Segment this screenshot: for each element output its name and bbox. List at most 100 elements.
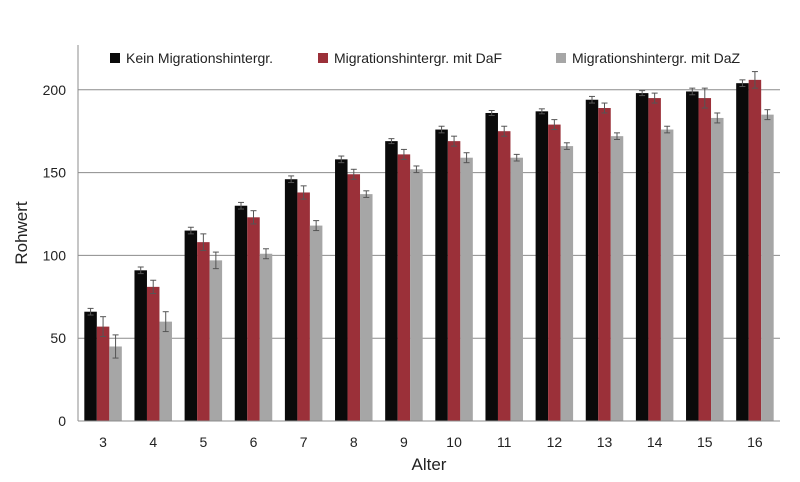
x-tick-label: 16 [747, 434, 763, 450]
bar-series-1-5 [184, 230, 198, 421]
error-bar [288, 175, 295, 184]
error-bar [112, 334, 119, 359]
error-bar [551, 119, 558, 131]
bar-series-2-4 [146, 286, 160, 421]
x-tick-label: 3 [99, 434, 107, 450]
legend-label: Kein Migrationshintergr. [126, 50, 273, 66]
bar-series-1-6 [234, 205, 248, 421]
error-bar [263, 248, 269, 260]
error-bar [338, 155, 345, 164]
bar-series-3-12 [560, 146, 574, 421]
y-tick-label: 0 [58, 413, 66, 429]
bar-series-1-16 [736, 83, 749, 422]
legend-item-1: Kein Migrationshintergr. [110, 50, 273, 66]
x-tick-label: 4 [149, 434, 157, 450]
error-bar [513, 153, 520, 162]
error-bar [187, 226, 194, 235]
error-bar [764, 109, 771, 121]
x-tick-label: 11 [497, 434, 512, 450]
bar-series-2-5 [197, 242, 210, 421]
bars [84, 71, 774, 422]
y-tick-labels: 0 50 100 150 200 [43, 82, 67, 429]
error-bar [363, 190, 370, 198]
bar-series-1-13 [585, 99, 599, 422]
x-tick-label: 9 [400, 434, 408, 450]
error-bar [162, 311, 169, 333]
x-tick-label: 10 [446, 434, 462, 450]
x-tick-labels: 3 4 5 6 7 8 9 10 11 12 13 14 15 16 [99, 434, 763, 450]
error-bar [313, 220, 320, 232]
bar-series-3-11 [510, 157, 523, 422]
bar-series-2-7 [297, 192, 310, 421]
bar-series-3-13 [610, 136, 624, 421]
x-tick-label: 13 [597, 434, 613, 450]
error-bar [388, 138, 395, 145]
bar-series-3-16 [761, 114, 774, 421]
x-tick-label: 14 [647, 434, 663, 450]
axes [77, 45, 780, 422]
error-bar [651, 92, 658, 104]
error-bar [538, 108, 545, 115]
error-bar [714, 112, 721, 124]
bar-series-3-15 [711, 117, 724, 422]
error-bar [501, 125, 508, 137]
error-bar [413, 165, 420, 174]
error-bar [601, 102, 608, 114]
error-bar [463, 152, 470, 164]
error-bar [300, 185, 307, 200]
error-bar [87, 307, 94, 316]
x-tick-label: 12 [547, 434, 563, 450]
y-tick-label: 200 [43, 82, 67, 98]
bar-series-2-15 [698, 98, 712, 421]
x-tick-label: 8 [350, 434, 358, 450]
bar-series-3-10 [460, 157, 473, 422]
bar-series-2-10 [447, 141, 461, 422]
error-bar [400, 148, 407, 160]
bar-series-1-11 [485, 112, 498, 421]
bar-series-3-9 [410, 169, 423, 421]
legend-label: Migrationshintergr. mit DaF [334, 50, 502, 66]
error-bar [589, 95, 595, 104]
error-bar [751, 71, 758, 89]
error-bar [200, 233, 207, 251]
bar-series-2-16 [748, 79, 762, 421]
error-bar [100, 316, 107, 338]
error-bar [350, 168, 357, 180]
y-axis-title: Rohwert [12, 201, 31, 265]
bar-series-2-12 [548, 124, 561, 422]
error-bar [639, 90, 646, 97]
error-bar [701, 87, 708, 109]
bar-series-2-9 [397, 154, 411, 421]
x-tick-label: 5 [199, 434, 207, 450]
legend-item-2: Migrationshintergr. mit DaF [318, 50, 502, 66]
legend-swatch [318, 53, 328, 63]
y-tick-label: 100 [43, 247, 67, 263]
gridlines [78, 89, 780, 339]
bar-series-2-11 [497, 131, 511, 421]
bar-series-1-14 [635, 93, 649, 421]
error-bar [238, 201, 244, 210]
legend-swatch [556, 53, 566, 63]
bar-series-1-12 [535, 111, 549, 421]
legend-label: Migrationshintergr. mit DaZ [572, 50, 741, 66]
bar-series-2-6 [247, 217, 260, 421]
bar-series-3-7 [309, 225, 323, 421]
bar-series-1-15 [686, 91, 699, 422]
legend-item-3: Migrationshintergr. mit DaZ [556, 50, 741, 66]
bar-series-2-3 [96, 326, 110, 421]
x-tick-label: 7 [300, 434, 308, 450]
x-tick-label: 6 [250, 434, 258, 450]
error-bar [250, 210, 257, 225]
bar-series-2-8 [347, 174, 361, 421]
error-bar [150, 279, 157, 294]
bar-series-1-9 [385, 141, 398, 422]
bar-series-1-4 [134, 270, 147, 421]
bar-series-1-8 [335, 159, 348, 422]
error-bar [137, 266, 144, 275]
bar-series-2-13 [598, 108, 611, 422]
legend-swatch [110, 53, 120, 63]
bar-series-1-10 [435, 129, 448, 421]
x-tick-label: 15 [697, 434, 713, 450]
error-bar [689, 87, 696, 96]
error-bar [664, 125, 671, 134]
